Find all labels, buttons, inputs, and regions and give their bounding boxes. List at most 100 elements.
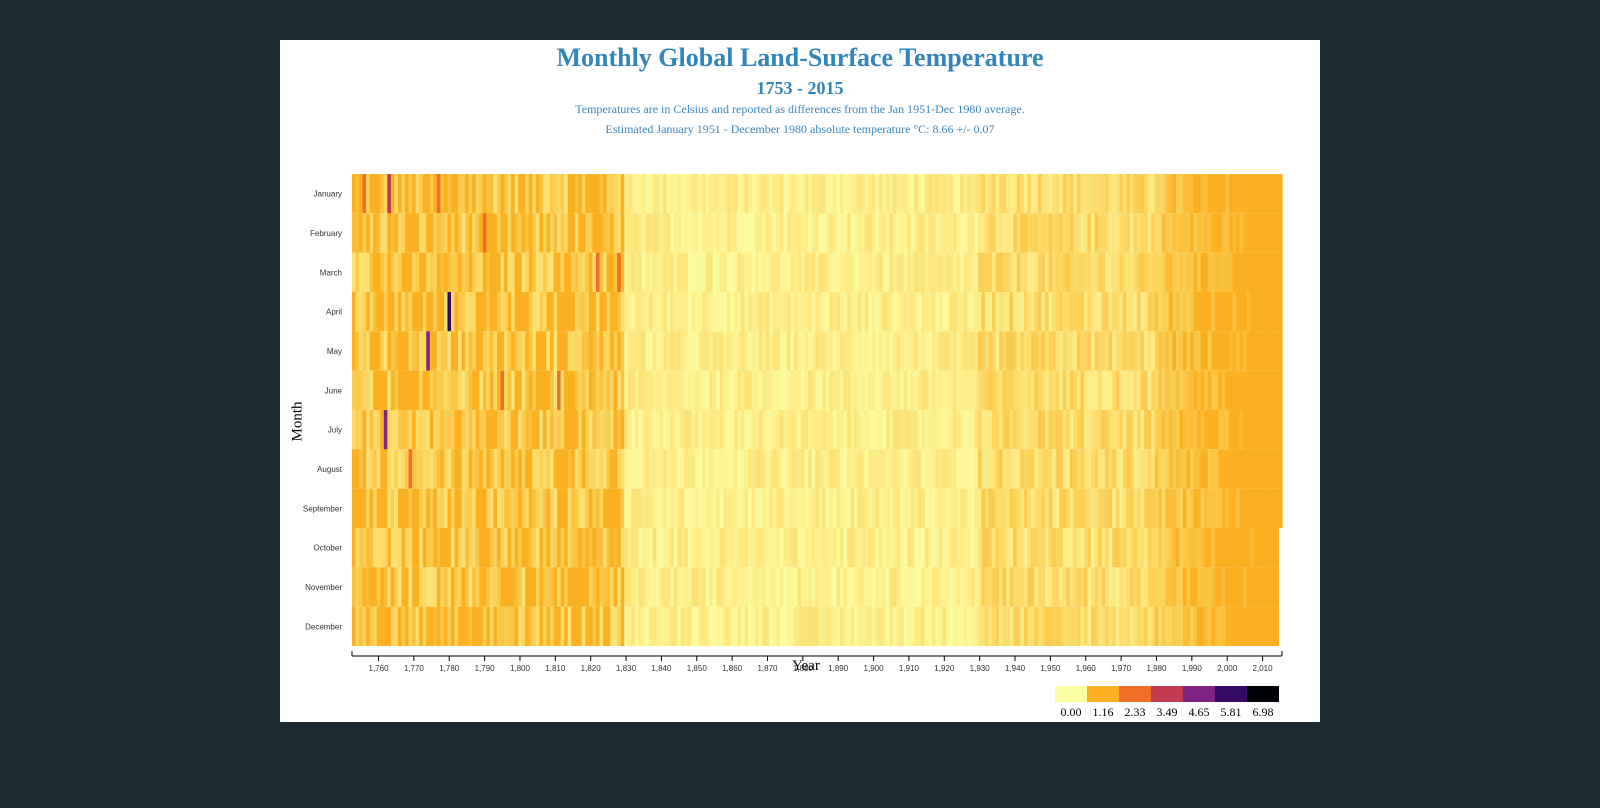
heatmap-cell: [861, 567, 866, 607]
heatmap-cell: [578, 331, 583, 371]
heatmap-cell: [1048, 331, 1053, 371]
heatmap-cell: [408, 606, 413, 646]
heatmap-cell: [1105, 606, 1110, 646]
heatmap-cell: [1267, 213, 1272, 253]
heatmap-cell: [1087, 292, 1092, 332]
x-tick-label: 2,010: [1253, 664, 1274, 673]
heatmap-cell: [588, 292, 594, 332]
heatmap-cell: [482, 528, 487, 568]
heatmap-cell: [953, 331, 958, 371]
heatmap-cell: [465, 410, 470, 450]
heatmap-cell: [436, 528, 442, 568]
heatmap-cell: [758, 213, 763, 253]
heatmap-cell: [571, 449, 576, 489]
heatmap-cell: [673, 331, 678, 371]
heatmap-cell: [684, 488, 689, 528]
heatmap-cell: [1228, 410, 1234, 450]
heatmap-cell: [472, 488, 477, 528]
heatmap-cell: [1062, 331, 1067, 371]
heatmap-cell: [779, 252, 785, 292]
heatmap-cell: [1193, 370, 1198, 410]
heatmap-cell: [645, 370, 650, 410]
heatmap-cell: [560, 488, 565, 528]
heatmap-cell: [624, 410, 629, 450]
heatmap-cell: [493, 567, 498, 607]
heatmap-cell: [1221, 567, 1227, 607]
heatmap-cell: [871, 528, 876, 568]
heatmap-cell: [1048, 567, 1053, 607]
heatmap-cell: [1052, 606, 1057, 646]
heatmap-cell: [641, 252, 647, 292]
heatmap-cell: [832, 370, 838, 410]
heatmap-cell: [695, 488, 700, 528]
heatmap-cell: [928, 331, 933, 371]
heatmap-cell: [550, 488, 555, 528]
heatmap-cell: [641, 488, 647, 528]
heatmap-cell: [397, 606, 403, 646]
heatmap-cell: [864, 213, 869, 253]
heatmap-cell: [390, 528, 396, 568]
heatmap-cell: [1066, 213, 1071, 253]
heatmap-cell: [946, 213, 951, 253]
heatmap-cell: [953, 174, 958, 214]
heatmap-cell: [610, 449, 615, 489]
heatmap-cell: [691, 449, 696, 489]
heatmap-cell: [769, 292, 774, 332]
heatmap-cell: [518, 174, 523, 214]
heatmap-cell: [843, 292, 848, 332]
heatmap-cell: [804, 528, 809, 568]
heatmap-cell: [1278, 174, 1283, 214]
heatmap-cell: [387, 606, 392, 646]
heatmap-cell: [1267, 252, 1272, 292]
heatmap-cell: [726, 567, 731, 607]
heatmap-cell: [564, 370, 569, 410]
heatmap-cell: [606, 488, 611, 528]
heatmap-cell: [1225, 370, 1230, 410]
heatmap-cell: [465, 213, 470, 253]
heatmap-cell: [1083, 567, 1089, 607]
heatmap-cell: [1193, 606, 1198, 646]
heatmap-cell: [504, 410, 509, 450]
heatmap-cell: [1023, 331, 1028, 371]
heatmap-cell: [705, 410, 710, 450]
heatmap-cell: [475, 213, 480, 253]
x-tick-label: 1,910: [899, 664, 920, 673]
heatmap-cell: [1165, 410, 1170, 450]
heatmap-cell: [606, 252, 611, 292]
heatmap-cell: [1126, 606, 1131, 646]
heatmap-cell: [854, 567, 859, 607]
heatmap-cell: [1129, 449, 1135, 489]
heatmap-cell: [659, 567, 664, 607]
heatmap-cell: [684, 449, 689, 489]
heatmap-cell: [578, 213, 583, 253]
heatmap-cell: [751, 252, 756, 292]
legend-swatch: [1055, 686, 1087, 702]
heatmap-cell: [811, 488, 816, 528]
heatmap-cell: [1133, 174, 1138, 214]
heatmap-cell: [1041, 488, 1046, 528]
heatmap-cell: [1091, 213, 1096, 253]
heatmap-cell: [762, 528, 767, 568]
heatmap-cell: [687, 174, 693, 214]
heatmap-cell: [836, 528, 841, 568]
heatmap-cell: [415, 567, 420, 607]
heatmap-cell: [401, 213, 406, 253]
heatmap-cell: [1133, 488, 1138, 528]
heatmap-cell: [935, 567, 940, 607]
heatmap-cell: [397, 528, 403, 568]
heatmap-cell: [896, 213, 901, 253]
heatmap-cell: [550, 410, 555, 450]
heatmap-cell: [592, 410, 597, 450]
heatmap-cell: [426, 331, 431, 371]
heatmap-cell: [1151, 370, 1156, 410]
heatmap-cell: [999, 370, 1004, 410]
heatmap-cell: [850, 213, 855, 253]
heatmap-cell: [542, 370, 548, 410]
heatmap-cell: [967, 528, 972, 568]
heatmap-cell: [1020, 528, 1025, 568]
heatmap-cell: [1147, 252, 1152, 292]
heatmap-cell: [595, 292, 601, 332]
heatmap-cell: [875, 488, 880, 528]
heatmap-cell: [779, 410, 785, 450]
heatmap-cell: [557, 606, 562, 646]
